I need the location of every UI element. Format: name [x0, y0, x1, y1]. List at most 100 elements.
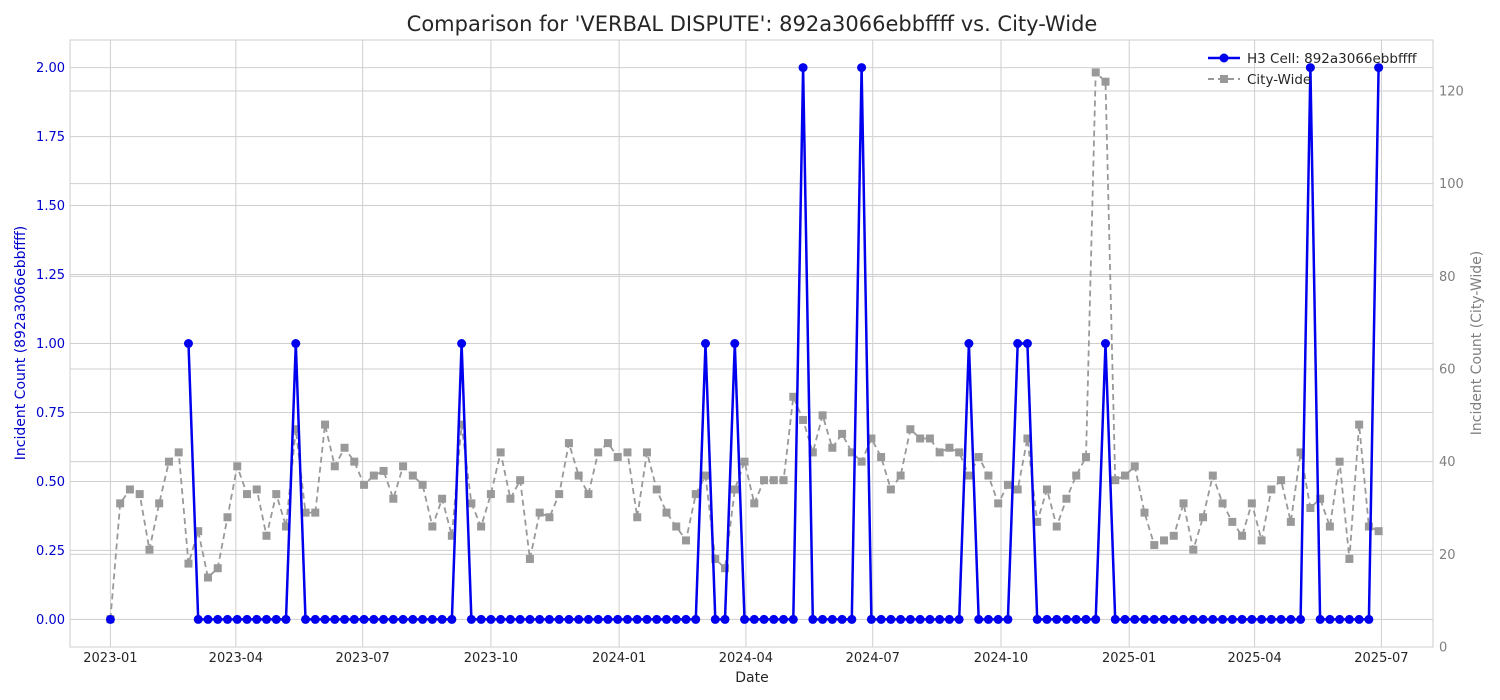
h3-cell-point [730, 339, 740, 348]
h3-cell-point [183, 339, 193, 348]
right-tick-label: 120 [1439, 84, 1464, 99]
city-wide-point [1228, 517, 1237, 526]
h3-cell-point [359, 614, 369, 624]
city-wide-point [1345, 554, 1354, 563]
x-tick-label: 2023-10 [464, 651, 518, 666]
h3-cell-point [242, 614, 252, 624]
city-wide-point [389, 494, 398, 503]
city-wide-point [1042, 485, 1051, 494]
h3-cell-point [1374, 63, 1384, 73]
city-wide-point [1247, 499, 1256, 508]
city-wide-point [633, 513, 642, 522]
h3-cell-series [105, 63, 1384, 624]
city-wide-point [311, 508, 320, 517]
city-wide-point [555, 490, 564, 499]
h3-cell-point [1286, 614, 1296, 624]
city-wide-point [194, 527, 203, 536]
city-wide-point [1033, 517, 1042, 526]
city-wide-point [867, 434, 876, 443]
h3-cell-point [349, 614, 359, 624]
x-tick-label: 2023-01 [83, 651, 137, 666]
h3-cell-point [993, 614, 1003, 624]
city-wide-point [701, 471, 710, 480]
h3-cell-point [408, 614, 418, 624]
city-wide-point [584, 490, 593, 499]
city-wide-point [457, 420, 466, 429]
city-wide-point [418, 480, 427, 489]
city-wide-point [125, 485, 134, 494]
city-wide-point [857, 457, 866, 466]
x-tick-label: 2024-07 [846, 651, 900, 666]
legend: H3 Cell: 892a3066ebbffff City-Wide [1208, 51, 1417, 88]
h3-cell-point [1315, 614, 1325, 624]
grid-y [70, 67, 1433, 648]
city-wide-point [730, 485, 739, 494]
h3-cell-point [222, 614, 232, 624]
h3-cell-point [808, 614, 818, 624]
h3-cell-point [1013, 339, 1023, 348]
right-tick-label: 40 [1439, 455, 1456, 470]
h3-cell-point [1237, 614, 1247, 624]
city-wide-point [1316, 494, 1325, 503]
city-wide-point [984, 471, 993, 480]
h3-cell-point [886, 614, 896, 624]
city-wide-point [886, 485, 895, 494]
h3-cell-point [847, 614, 857, 624]
city-wide-point [1023, 434, 1032, 443]
left-tick-label: 1.25 [36, 268, 65, 283]
h3-cell-point [262, 614, 272, 624]
city-wide-point [252, 485, 261, 494]
x-tick-label: 2024-10 [974, 651, 1028, 666]
city-wide-point [877, 453, 886, 462]
city-wide-point [1130, 462, 1139, 471]
city-wide-point [282, 522, 291, 531]
city-wide-point [467, 499, 476, 508]
city-wide-point [808, 448, 817, 457]
h3-cell-point [964, 339, 974, 348]
h3-cell-point [769, 614, 779, 624]
h3-cell-point [564, 614, 574, 624]
city-wide-point [760, 476, 769, 485]
city-wide-point [1072, 471, 1081, 480]
h3-cell-point [105, 614, 115, 624]
h3-cell-point [271, 614, 281, 624]
city-wide-point [486, 490, 495, 499]
city-wide-point [662, 508, 671, 517]
h3-cell-point [1081, 614, 1091, 624]
left-tick-label: 0.25 [36, 544, 65, 559]
h3-cell-point [1227, 614, 1237, 624]
city-wide-point [360, 480, 369, 489]
city-wide-point [652, 485, 661, 494]
legend-city-label: City-Wide [1247, 72, 1311, 88]
city-wide-point [711, 554, 720, 563]
h3-cell-point [525, 614, 535, 624]
city-wide-point [1364, 522, 1373, 531]
h3-cell-point [1188, 614, 1198, 624]
city-wide-point [477, 522, 486, 531]
city-wide-point [847, 448, 856, 457]
h3-cell-point [1208, 614, 1218, 624]
left-tick-label: 1.75 [36, 130, 65, 145]
h3-cell-point [1120, 614, 1130, 624]
city-wide-point [935, 448, 944, 457]
x-tick-label: 2024-01 [592, 651, 646, 666]
right-tick-label: 80 [1439, 270, 1456, 285]
h3-cell-point [1325, 614, 1335, 624]
legend-h3-label: H3 Cell: 892a3066ebbffff [1247, 51, 1417, 67]
h3-cell-point [701, 339, 711, 348]
h3-cell-point [203, 614, 213, 624]
left-tick-label: 0.00 [36, 613, 65, 628]
city-wide-point [906, 425, 915, 434]
city-wide-point [1101, 77, 1110, 86]
city-wide-point [1121, 471, 1130, 480]
h3-cell-point [944, 614, 954, 624]
h3-cell-point [1247, 614, 1257, 624]
left-tick-label: 0.50 [36, 475, 65, 490]
city-wide-point [740, 457, 749, 466]
h3-cell-point [515, 614, 525, 624]
city-wide-point [516, 476, 525, 485]
h3-cell-point [1022, 339, 1032, 348]
left-tick-label: 0.75 [36, 406, 65, 421]
h3-cell-point [457, 339, 467, 348]
h3-cell-point [1344, 614, 1354, 624]
